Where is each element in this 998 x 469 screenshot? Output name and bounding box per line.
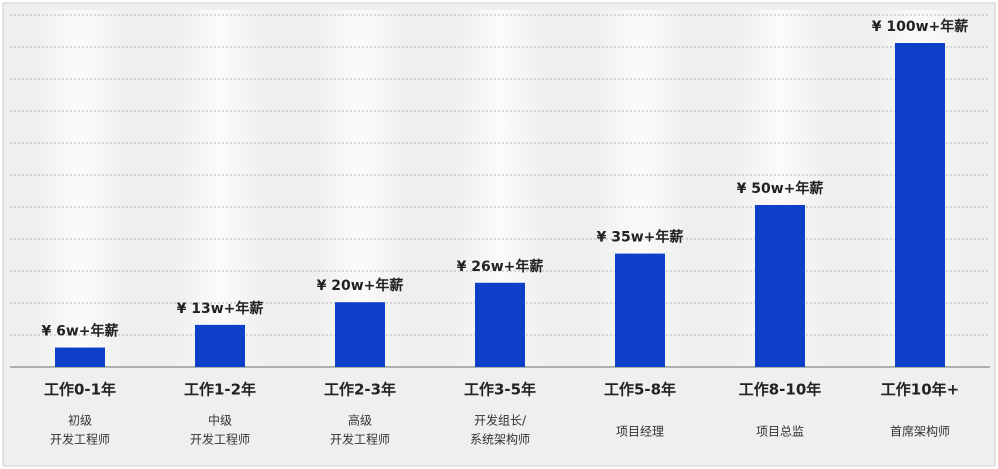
category-label: 工作2-3年 — [324, 381, 396, 399]
role-label: 项目经理 — [616, 425, 664, 439]
value-label: ¥ 35w+年薪 — [597, 229, 684, 246]
column-band — [175, 10, 265, 367]
role-label: 开发工程师 — [330, 432, 390, 447]
category-label: 工作0-1年 — [44, 381, 116, 399]
role-label: 开发工程师 — [190, 432, 250, 447]
role-label: 初级 — [68, 414, 92, 428]
value-label: ¥ 6w+年薪 — [41, 323, 118, 340]
bar — [895, 43, 945, 367]
bar — [55, 347, 105, 367]
bar — [615, 253, 665, 367]
role-label: 项目总监 — [756, 425, 804, 439]
value-label: ¥ 50w+年薪 — [737, 180, 824, 197]
role-label: 开发组长/ — [474, 413, 527, 428]
value-label: ¥ 26w+年薪 — [457, 258, 544, 275]
column-band — [35, 10, 125, 367]
value-label: ¥ 20w+年薪 — [317, 277, 404, 294]
bar — [475, 282, 525, 367]
role-label: 中级 — [208, 413, 232, 428]
role-label: 首席架构师 — [890, 424, 950, 439]
role-label: 高级 — [348, 413, 372, 428]
role-label: 系统架构师 — [470, 432, 530, 447]
category-label: 工作1-2年 — [184, 381, 256, 399]
value-label: ¥ 100w+年薪 — [872, 18, 969, 35]
role-label: 开发工程师 — [50, 432, 110, 447]
bar — [755, 205, 805, 367]
bar — [335, 302, 385, 367]
value-label: ¥ 13w+年薪 — [177, 300, 264, 317]
category-label: 工作5-8年 — [604, 381, 676, 399]
category-label: 工作8-10年 — [739, 381, 822, 399]
bar — [195, 324, 245, 367]
category-label: 工作10年+ — [881, 381, 959, 399]
category-label: 工作3-5年 — [464, 381, 536, 399]
